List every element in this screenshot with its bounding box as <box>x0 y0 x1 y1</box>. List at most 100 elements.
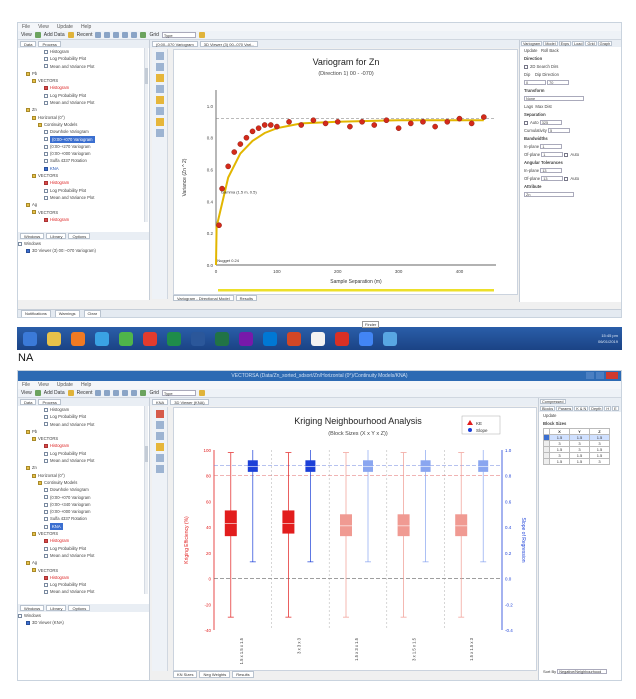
palette-icon[interactable] <box>198 32 205 38</box>
tab-3d-viewer[interactable]: 3D Viewer (3) 00--070 Vari... <box>199 41 259 47</box>
tree-item[interactable]: VECTORS <box>18 77 149 84</box>
menu-update[interactable]: Update <box>56 382 73 388</box>
dip-direction-input[interactable]: 70 <box>547 80 570 86</box>
tree-item[interactable]: Mean and Variance Plot <box>18 194 149 201</box>
tab-neg-weights[interactable]: Neg Weights <box>199 671 231 678</box>
tab-blocks[interactable]: Blocks <box>540 406 556 411</box>
print-icon[interactable] <box>104 390 111 396</box>
zoom-tool-icon[interactable] <box>155 85 164 93</box>
tree-item[interactable]: Log Probability Plot <box>18 55 149 62</box>
sort-by-dropdown[interactable]: Negative/Neighbourhood <box>557 669 608 674</box>
kna-plot[interactable]: Kriging Neighbourhood Analysis (Block Siz… <box>173 407 537 671</box>
close-button[interactable] <box>606 372 618 379</box>
tab-directional-model[interactable]: Variogram - Directional Model <box>173 295 234 301</box>
refresh-icon[interactable] <box>131 390 138 396</box>
tab-kn-sizes[interactable]: KN Sizes <box>173 671 198 678</box>
update-button[interactable]: Update <box>543 413 557 418</box>
auto-separation-checkbox[interactable] <box>524 120 528 125</box>
tab-compressed[interactable]: Compressed <box>540 399 566 404</box>
transform-dropdown[interactable]: None <box>524 96 584 102</box>
tree-item[interactable]: Mean and Variance Plot <box>18 63 149 70</box>
tab-prop-graph[interactable]: Graph <box>597 41 613 46</box>
tree-item[interactable]: VECTORS <box>18 567 149 574</box>
ofplane-input[interactable]: 1 <box>541 152 564 158</box>
export-tool-icon[interactable] <box>155 454 164 462</box>
export-tool-icon[interactable] <box>155 118 164 126</box>
tree-item[interactable]: Histogram <box>18 406 149 413</box>
warnings-tab[interactable]: Warnings <box>54 309 80 317</box>
pointer-tool-icon[interactable] <box>155 421 164 429</box>
tab-prop-variogram[interactable]: Variogram <box>521 41 543 46</box>
rollback-button[interactable]: Roll Back <box>541 48 559 53</box>
tab-h[interactable]: H <box>604 406 612 411</box>
menu-help[interactable]: Help <box>80 382 92 388</box>
select-tool-icon[interactable] <box>155 52 164 60</box>
folder-icon[interactable] <box>67 32 74 38</box>
palette-icon[interactable] <box>198 390 205 396</box>
separation-input[interactable]: 325 <box>539 120 562 126</box>
tree-item[interactable]: Mean and Variance Plot <box>18 99 149 106</box>
table-row[interactable]: 1.5 1.5 3 <box>543 458 610 465</box>
add-data-icon[interactable] <box>34 32 41 38</box>
tree-item[interactable]: VECTORS <box>18 172 149 179</box>
use-search-checkbox[interactable] <box>524 64 528 69</box>
onenote-icon[interactable] <box>239 331 253 346</box>
angular-inplane-input[interactable]: 13 <box>540 168 563 174</box>
tree-item[interactable]: Zn <box>18 464 149 471</box>
tab-prop-load[interactable]: Load <box>572 41 585 46</box>
save-icon[interactable] <box>95 390 102 396</box>
tree-item[interactable]: Mean and Variance Plot <box>18 421 149 428</box>
tree-item[interactable]: Continuity Models <box>18 121 149 128</box>
tree-item[interactable]: Log Probability Plot <box>18 187 149 194</box>
explorer-icon[interactable] <box>47 331 61 346</box>
windows-root[interactable]: Windows <box>18 240 149 247</box>
powerpoint-icon[interactable] <box>287 331 301 346</box>
tree-item[interactable]: Pb <box>18 70 149 77</box>
tree-item[interactable]: Horizontal (0°) <box>18 472 149 479</box>
add-data-button[interactable]: Add Data <box>43 390 65 396</box>
tree-item[interactable]: (0:00-+270 Variogram <box>18 143 149 150</box>
tab-params[interactable]: Params <box>556 406 574 411</box>
tree-item[interactable]: Mean and Variance Plot <box>18 552 149 559</box>
zoom-out-icon[interactable] <box>122 390 129 396</box>
variogram-plot[interactable]: Variogram for Zn (Direction 1) 00 - -070)… <box>173 49 518 295</box>
tree-item[interactable]: Downhole Variogram <box>18 128 149 135</box>
tree-item[interactable]: KNA <box>18 522 149 531</box>
chrome-alt-icon[interactable] <box>359 331 373 346</box>
tree-item[interactable]: Zn <box>18 106 149 113</box>
windows-item[interactable]: 3D Viewer (KNA) <box>18 619 149 626</box>
pointer-tool-icon[interactable] <box>155 63 164 71</box>
grid-icon[interactable] <box>140 390 147 396</box>
tree-item[interactable]: Histogram <box>18 48 149 55</box>
start-icon[interactable] <box>23 331 37 346</box>
opera-icon[interactable] <box>143 331 157 346</box>
tree-scrollbar[interactable] <box>144 48 148 222</box>
tab-windows[interactable]: Windows <box>20 233 45 239</box>
tree-item[interactable]: Downhole Variogram <box>18 486 149 493</box>
tab-results[interactable]: Results <box>232 671 254 678</box>
tree-item[interactable]: Continuity Models <box>18 479 149 486</box>
word-icon[interactable] <box>191 331 205 346</box>
tree-item[interactable]: Sulfa 4337 Rotation <box>18 515 149 522</box>
windows-root[interactable]: Windows <box>18 612 149 619</box>
add-data-button[interactable]: Add Data <box>43 32 65 38</box>
settings-tool-icon[interactable] <box>155 129 164 137</box>
close-tool-icon[interactable] <box>155 410 164 418</box>
tree-item[interactable]: (0:00-+070 Variogram <box>18 135 149 143</box>
tree-item[interactable]: Pb <box>18 428 149 435</box>
browser-icon[interactable] <box>95 331 109 346</box>
grid-icon[interactable] <box>140 32 147 38</box>
tree-item[interactable]: Sulfa 4337 Rotation <box>18 157 149 164</box>
tab-depth[interactable]: Depth <box>589 406 604 411</box>
zoom-in-icon[interactable] <box>113 390 120 396</box>
pan-tool-icon[interactable] <box>155 74 164 82</box>
menu-file[interactable]: File <box>22 24 31 30</box>
bandwidth-auto-checkbox[interactable] <box>564 152 569 157</box>
tree-item[interactable]: Histogram <box>18 216 149 223</box>
type-combobox[interactable]: Type <box>161 32 196 38</box>
tab-kna[interactable]: KNA <box>152 399 169 405</box>
tree-item[interactable]: Ag <box>18 559 149 566</box>
view-dropdown[interactable]: View <box>21 32 32 38</box>
sheets-icon[interactable] <box>167 331 181 346</box>
tab-options[interactable]: Options <box>68 233 91 239</box>
